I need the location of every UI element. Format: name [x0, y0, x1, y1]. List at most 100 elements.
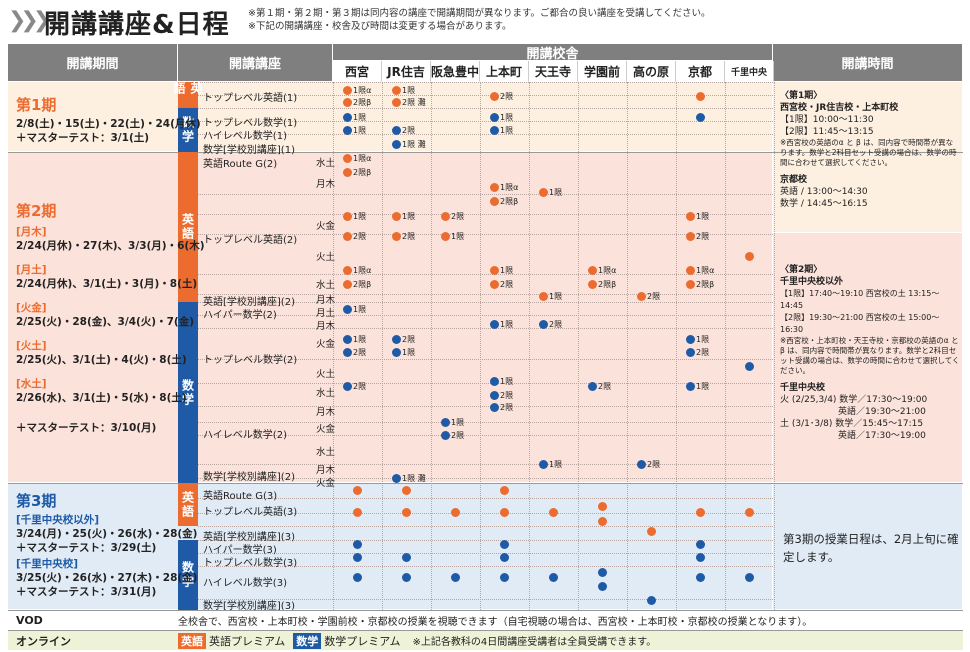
dot-label: 2限	[451, 431, 465, 440]
row-divider	[198, 359, 773, 360]
day-label: 月木	[316, 295, 336, 306]
col-divider	[725, 82, 726, 610]
schedule-dot	[441, 431, 450, 440]
period2-dates: 2/24(月休)・27(木)、3/3(月)・6(木)	[16, 240, 205, 252]
period2-tag: [月木]	[16, 226, 47, 238]
schedule-dot	[353, 573, 362, 582]
schedule-dot	[392, 335, 401, 344]
dot-label: 1限	[500, 377, 514, 386]
dot-label: 2限	[696, 232, 710, 241]
time1-sub: 西宮校・JR住吉校・上本町校	[780, 103, 899, 113]
course-label: ハイレベル数学(3)	[203, 578, 287, 589]
dot-label: 1限	[696, 212, 710, 221]
dot-label: 2限 灘	[402, 98, 426, 107]
dot-label: 2限	[647, 460, 661, 469]
time-period1: 〈第1期〉 西宮校・JR住吉校・上本町校 【1限】10:00〜11:30 【2限…	[780, 90, 960, 210]
vod-label: VOD	[16, 614, 43, 627]
schedule-dot	[539, 292, 548, 301]
period2-title: 第2期	[16, 202, 57, 220]
course-label: トップレベル英語(2)	[203, 235, 298, 246]
time1-k2: 数学 / 14:45〜16:15	[780, 199, 868, 209]
row-divider	[198, 464, 773, 465]
time2-s3: 土 (3/1･3/8) 数学／15:45〜17:15	[780, 419, 924, 429]
schedule-dot	[588, 382, 597, 391]
schedule-dot	[588, 280, 597, 289]
dot-label: 1限	[500, 126, 514, 135]
schedule-dot	[490, 183, 499, 192]
subject-math-2: 数学	[178, 302, 198, 483]
schedule-dot	[696, 553, 705, 562]
header-time: 開講時間	[773, 44, 963, 82]
dot-label: 2限β	[353, 98, 372, 107]
row-divider	[198, 274, 773, 275]
schedule-dot	[441, 232, 450, 241]
course-label: トップレベル数学(2)	[203, 355, 298, 366]
time1-l1: 【1限】10:00〜11:30	[780, 115, 874, 125]
col-divider	[774, 82, 775, 610]
schedule-dot	[343, 382, 352, 391]
schedule-dot	[500, 540, 509, 549]
online-math: 数学プレミアム	[324, 634, 401, 648]
row-divider	[198, 234, 773, 235]
row-divider	[198, 422, 773, 423]
schedule-dot	[598, 568, 607, 577]
period2-tag: [水土]	[16, 378, 47, 390]
schedule-dot	[343, 266, 352, 275]
online-note: ※上記各教科の4日間講座受講者は全員受講できます。	[412, 637, 657, 648]
schedule-dot	[392, 474, 401, 483]
col-divider	[480, 82, 481, 610]
dot-label: 2限	[500, 391, 514, 400]
header-period: 開講期間	[8, 44, 178, 82]
schedule-dot	[637, 460, 646, 469]
schedule-dot	[343, 86, 352, 95]
row-divider	[198, 302, 773, 303]
schedule-dot	[686, 232, 695, 241]
row-divider	[198, 599, 773, 600]
period3-tag-2: [千里中央校]	[16, 558, 79, 570]
dot-label: 1限α	[500, 183, 519, 192]
schedule-dot	[490, 391, 499, 400]
day-label: 火土	[316, 252, 336, 263]
dot-label: 2限	[402, 335, 416, 344]
day-label: 火金	[316, 339, 336, 350]
schedule-dot	[402, 573, 411, 582]
dot-label: 1限	[549, 188, 563, 197]
schedule-dot	[598, 582, 607, 591]
schedule-dot	[392, 348, 401, 357]
schedule-dot	[343, 154, 352, 163]
dot-label: 2限	[402, 126, 416, 135]
row-divider	[198, 553, 773, 554]
schedule-dot	[745, 573, 754, 582]
schedule-dot	[490, 266, 499, 275]
schedule-dot	[500, 573, 509, 582]
dot-label: 2限	[402, 232, 416, 241]
schedule-dot	[402, 508, 411, 517]
online-label: オンライン	[16, 634, 71, 648]
day-label: 火金	[316, 478, 336, 489]
note-2: ※下記の開講講座・校舎及び時間は変更する場合があります。	[248, 21, 512, 32]
col-divider	[431, 82, 432, 610]
period3-test-2: ＋マスターテスト：3/31(月)	[16, 586, 157, 598]
row-divider	[198, 214, 773, 215]
period1-dates: 2/8(土)・15(土)・22(土)・24(月休)	[16, 118, 201, 130]
header-course: 開講講座	[178, 44, 333, 82]
course-label: ハイレベル数学(2)	[203, 430, 287, 441]
time1-k1: 英語 / 13:00〜14:30	[780, 187, 868, 197]
school-header: JR住吉	[382, 61, 431, 82]
school-header: 上本町	[480, 61, 529, 82]
time2-l2: 【2限】19:30〜21:00 西宮校の土 15:00〜16:30	[780, 313, 940, 334]
chevron-icon: ❯❯❯	[8, 8, 51, 33]
row-divider	[198, 328, 773, 329]
header-schools: 開講校舎	[333, 44, 773, 62]
period3-tag-1: [千里中央校以外]	[16, 514, 100, 526]
schedule-dot	[598, 517, 607, 526]
dot-label: 1限	[500, 266, 514, 275]
header: ❯❯❯ 開講講座&日程 ※第１期・第２期・第３期は同内容の講座で開講期間が異なり…	[8, 4, 963, 40]
school-header: 千里中央	[725, 61, 774, 82]
day-label: 火金	[316, 424, 336, 435]
schedule-dot	[451, 508, 460, 517]
schedule-dot	[343, 335, 352, 344]
schedule-dot	[637, 292, 646, 301]
day-label: 水土	[316, 158, 336, 169]
time-period2: 〈第2期〉 千里中央校以外 【1限】17:40〜19:10 西宮校の土 13:1…	[780, 264, 960, 442]
